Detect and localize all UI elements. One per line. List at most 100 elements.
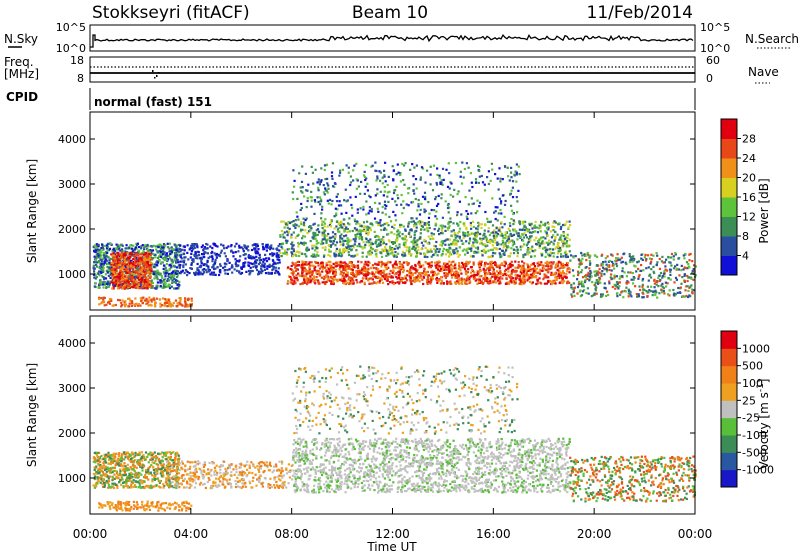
range-gate-cell xyxy=(504,260,507,264)
range-gate-cell xyxy=(147,258,150,261)
range-gate-cell xyxy=(543,267,546,270)
range-gate-cell xyxy=(255,259,259,262)
range-gate-cell xyxy=(214,244,218,247)
range-gate-cell xyxy=(388,215,391,218)
range-gate-cell xyxy=(95,243,98,246)
range-gate-cell xyxy=(464,282,467,285)
range-gate-cell xyxy=(179,255,182,259)
range-gate-cell xyxy=(166,246,170,249)
range-gate-cell xyxy=(432,254,435,257)
range-gate-cell xyxy=(167,254,170,257)
range-gate-cell xyxy=(334,244,337,247)
range-gate-cell xyxy=(255,252,258,255)
freq-label-line1: Freq. xyxy=(4,55,34,69)
range-gate-cell xyxy=(508,222,512,225)
range-gate-cell xyxy=(414,263,417,267)
range-gate-cell xyxy=(137,303,140,306)
range-gate-cell xyxy=(106,262,109,265)
range-gate-cell xyxy=(498,267,501,270)
range-gate-cell xyxy=(466,251,469,254)
range-gate-cell xyxy=(434,251,437,254)
range-gate-cell xyxy=(407,225,410,228)
range-gate-cell xyxy=(184,269,187,272)
range-gate-cell xyxy=(527,264,530,267)
range-gate-cell xyxy=(302,217,305,220)
range-gate-cell xyxy=(194,273,197,276)
range-gate-cell xyxy=(518,228,521,231)
range-gate-cell xyxy=(141,301,144,305)
range-gate-cell xyxy=(132,266,135,269)
range-gate-cell xyxy=(258,253,261,256)
range-gate-cell xyxy=(99,264,102,267)
range-gate-cell xyxy=(248,256,251,259)
range-gate-cell xyxy=(401,264,405,267)
range-gate-cell xyxy=(106,282,109,286)
range-gate-cell xyxy=(181,248,184,251)
range-gate-cell xyxy=(465,240,468,243)
range-gate-cell xyxy=(351,268,354,271)
range-gate-cell xyxy=(480,275,483,278)
range-gate-cell xyxy=(465,260,468,263)
range-gate-cell xyxy=(302,235,305,238)
range-gate-cell xyxy=(276,253,279,256)
range-gate-cell xyxy=(473,245,476,248)
range-gate-cell xyxy=(530,224,533,227)
range-gate-cell xyxy=(260,265,263,268)
range-gate-cell xyxy=(402,238,405,241)
range-gate-cell xyxy=(159,274,162,277)
range-gate-cell xyxy=(507,237,510,241)
range-gate-cell xyxy=(338,226,341,230)
range-gate-cell xyxy=(499,180,502,183)
range-gate-cell xyxy=(325,189,328,192)
range-gate-cell xyxy=(416,239,419,242)
range-gate-cell xyxy=(228,261,231,264)
range-gate-cell xyxy=(108,249,111,252)
range-gate-cell xyxy=(240,271,244,275)
range-gate-cell xyxy=(143,256,146,259)
range-gate-cell xyxy=(314,279,317,282)
range-gate-cell xyxy=(404,241,407,244)
range-gate-cell xyxy=(560,280,563,283)
range-gate-cell xyxy=(369,222,372,225)
range-gate-cell xyxy=(378,221,382,224)
range-gate-cell xyxy=(345,263,348,266)
range-gate-cell xyxy=(124,250,127,253)
range-gate-cell xyxy=(173,280,176,284)
range-gate-cell xyxy=(565,255,568,259)
range-gate-cell xyxy=(403,238,406,241)
range-gate-cell xyxy=(435,183,439,186)
range-gate-cell xyxy=(363,263,366,266)
range-gate-cell xyxy=(562,232,565,235)
range-gate-cell xyxy=(150,250,153,253)
range-gate-cell xyxy=(521,233,524,236)
range-gate-cell xyxy=(394,254,398,257)
range-gate-cell xyxy=(295,268,298,271)
range-gate-cell xyxy=(263,258,266,261)
range-gate-cell xyxy=(530,222,533,225)
range-gate-cell xyxy=(346,267,349,270)
range-gate-cell xyxy=(103,278,106,281)
range-gate-cell xyxy=(516,200,519,203)
range-gate-cell xyxy=(339,237,342,240)
range-gate-cell xyxy=(99,283,102,286)
range-gate-cell xyxy=(448,269,451,272)
range-gate-cell xyxy=(512,229,515,232)
range-gate-cell xyxy=(138,287,141,290)
range-gate-cell xyxy=(199,271,202,274)
range-gate-cell xyxy=(429,173,432,176)
range-gate-cell xyxy=(426,255,429,259)
range-gate-cell xyxy=(552,279,555,282)
range-gate-cell xyxy=(411,279,414,282)
range-gate-cell xyxy=(493,233,496,236)
range-gate-cell xyxy=(365,226,368,229)
range-gate-cell xyxy=(363,228,366,231)
range-gate-cell xyxy=(371,224,374,227)
range-gate-cell xyxy=(419,176,422,179)
range-gate-cell xyxy=(375,282,378,285)
range-gate-cell xyxy=(162,243,166,246)
beam-title: Beam 10 xyxy=(352,3,428,23)
range-gate-cell xyxy=(410,220,413,223)
range-gate-cell xyxy=(495,281,498,284)
range-gate-cell xyxy=(102,251,106,255)
range-gate-cell xyxy=(380,238,383,241)
